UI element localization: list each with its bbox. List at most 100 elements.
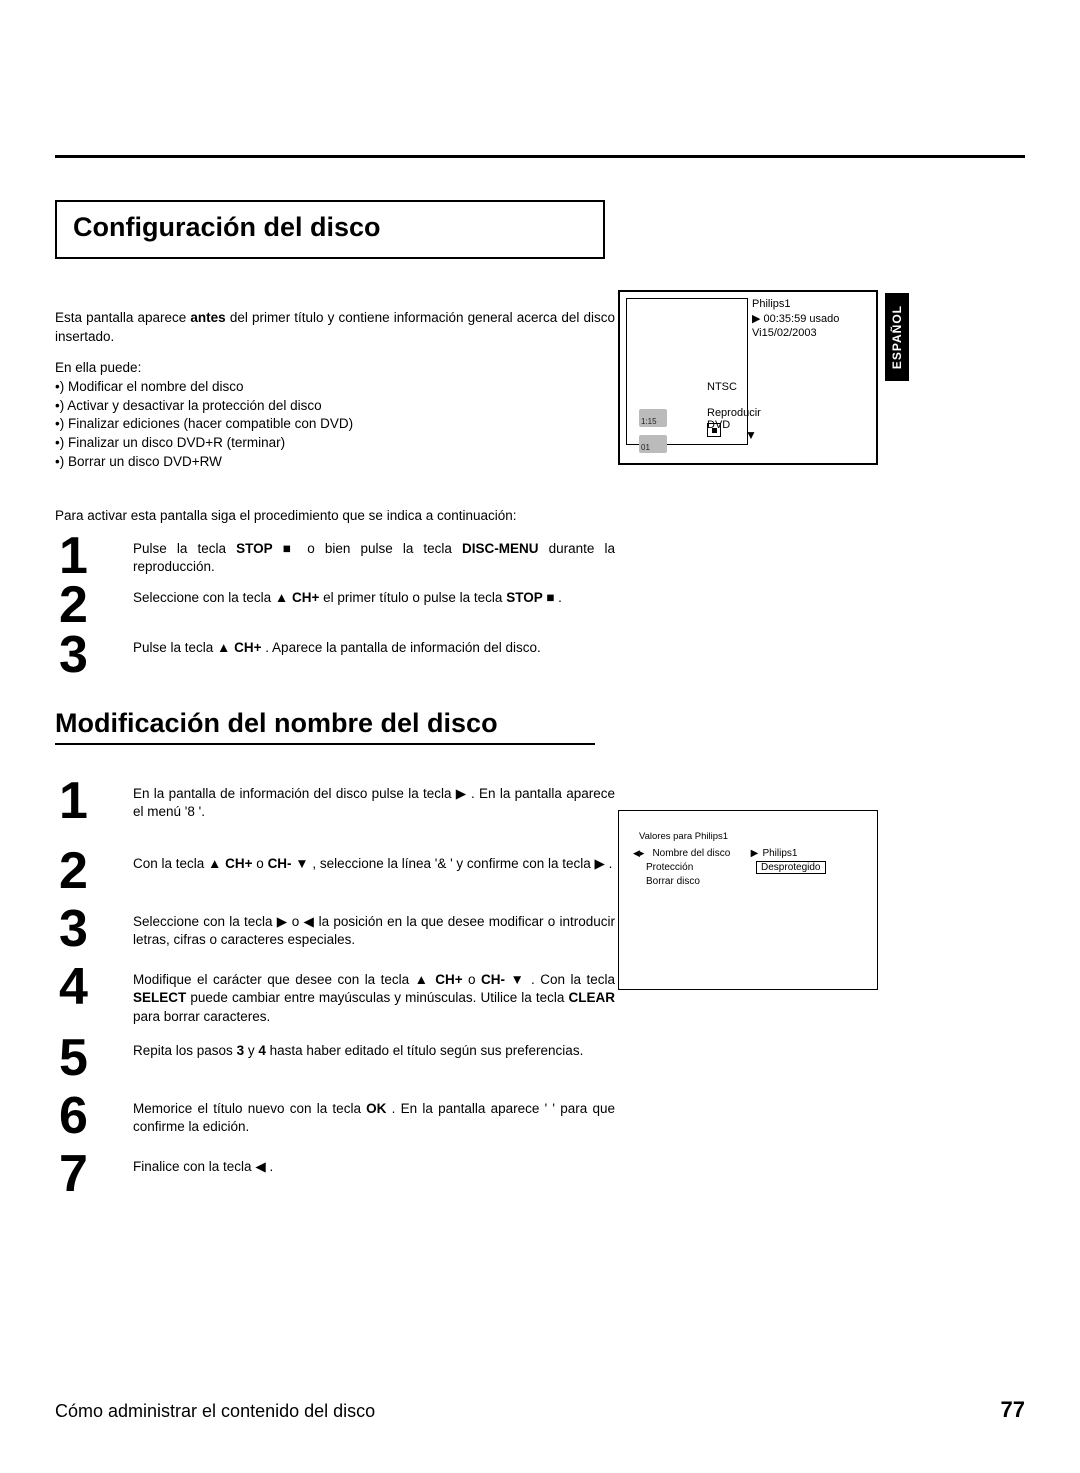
t: Pulse la tecla xyxy=(133,640,217,655)
language-tab: ESPAÑOL xyxy=(885,293,909,381)
t: Seleccione con la tecla xyxy=(133,590,275,605)
t: . En la pantalla aparece ' xyxy=(386,1101,547,1116)
bullet: •) Finalizar un disco DVD+R (terminar) xyxy=(55,434,615,453)
step-number: 2 xyxy=(55,845,133,897)
right-arrow-icon: ▶ xyxy=(746,848,762,859)
t: hasta haber editado el título según sus … xyxy=(266,1043,583,1058)
t: 1:15 xyxy=(641,417,657,426)
step-text: Memorice el título nuevo con la tecla OK… xyxy=(133,1090,615,1136)
osd2-value: Philips1 xyxy=(762,848,863,859)
t: STOP ■ xyxy=(506,590,554,605)
osd2-label: Protección xyxy=(640,862,740,873)
t: DISC-MENU xyxy=(462,541,539,556)
down-arrow-icon: ▼ xyxy=(745,428,757,442)
step-row: 2 Con la tecla ▲ CH+ o CH- ▼ , seleccion… xyxy=(55,845,615,897)
t: el primer título o pulse la tecla xyxy=(319,590,506,605)
t: Memorice el título nuevo con la tecla xyxy=(133,1101,366,1116)
page-content: Configuración del disco Esta pantalla ap… xyxy=(55,150,1025,1206)
t: ▲ CH+ xyxy=(415,972,463,987)
thumb-icon: 01 xyxy=(639,435,667,453)
osd2-row: Protección Desprotegido xyxy=(633,861,863,874)
osd-left-col: NTSC Reproducir DVD 1:15 01 ▼ xyxy=(626,298,748,445)
t: o xyxy=(253,856,268,871)
t: . xyxy=(605,856,613,871)
step-number: 1 xyxy=(55,775,133,827)
t: ◀ xyxy=(255,1159,265,1174)
osd2-label: Nombre del disco xyxy=(646,848,746,859)
osd2-row: Borrar disco xyxy=(633,876,863,887)
t: ▶ xyxy=(456,786,467,801)
step-text: Pulse la tecla STOP ■ o bien pulse la te… xyxy=(133,532,615,576)
intro-line: Esta pantalla aparece antes del primer t… xyxy=(55,309,615,347)
t: OK xyxy=(366,1101,386,1116)
steps2: 1 En la pantalla de información del disc… xyxy=(55,775,1025,1200)
t: y xyxy=(244,1043,258,1058)
language-label: ESPAÑOL xyxy=(890,305,904,369)
t: . xyxy=(554,590,562,605)
t: ▲ CH+ xyxy=(275,590,320,605)
osd-screen-2: Valores para Philips1 ◀▸ Nombre del disc… xyxy=(618,810,878,990)
t: ▶ xyxy=(594,856,604,871)
step-text: Repita los pasos 3 y 4 hasta haber edita… xyxy=(133,1032,615,1060)
step-row: 4 Modifique el carácter que desee con la… xyxy=(55,961,615,1026)
t: Repita los pasos xyxy=(133,1043,237,1058)
t: Con la tecla xyxy=(133,856,208,871)
step-number: 3 xyxy=(55,631,133,680)
osd2-label: Borrar disco xyxy=(640,876,740,887)
boxed-value: Desprotegido xyxy=(756,861,825,874)
t: o xyxy=(288,914,304,929)
t: CLEAR xyxy=(569,990,616,1005)
t: . xyxy=(266,1159,274,1174)
footer-text: Cómo administrar el contenido del disco xyxy=(55,1401,375,1422)
t: '. xyxy=(195,804,205,819)
osd2-header: Valores para Philips1 xyxy=(633,831,863,842)
page-number: 77 xyxy=(1001,1397,1025,1423)
t: ◀ xyxy=(304,914,315,929)
follow-line: Para activar esta pantalla siga el proce… xyxy=(55,507,615,526)
bullet: •) Finalizar ediciones (hacer compatible… xyxy=(55,415,615,434)
t: para borrar caracteres. xyxy=(133,1009,270,1024)
t: CH- ▼ xyxy=(268,856,309,871)
step-number: 2 xyxy=(55,581,133,630)
t: . Aparece la pantalla de información del… xyxy=(262,640,541,655)
t: En la pantalla de información del disco … xyxy=(133,786,456,801)
step-row: 3 Seleccione con la tecla ▶ o ◀ la posic… xyxy=(55,903,615,955)
t: 01 xyxy=(641,443,650,452)
t: 4 xyxy=(258,1043,266,1058)
step-number: 7 xyxy=(55,1148,133,1200)
t: o xyxy=(463,972,481,987)
step-number: 4 xyxy=(55,961,133,1013)
step-row: 6 Memorice el título nuevo con la tecla … xyxy=(55,1090,615,1142)
t: 00:35:59 usado xyxy=(764,313,840,325)
disc-date: Vi15/02/2003 xyxy=(752,327,870,339)
step-row: 2 Seleccione con la tecla ▲ CH+ el prime… xyxy=(55,581,615,630)
step-text: Pulse la tecla ▲ CH+ . Aparece la pantal… xyxy=(133,631,615,657)
step-text: Con la tecla ▲ CH+ o CH- ▼ , seleccione … xyxy=(133,845,615,873)
spacer xyxy=(633,877,640,887)
section2-title: Modificación del nombre del disco xyxy=(55,708,595,745)
t: CH- ▼ xyxy=(481,972,526,987)
section1-title: Configuración del disco xyxy=(73,212,587,243)
t: ▲ CH+ xyxy=(217,640,262,655)
t: puede cambiar entre mayúsculas y minúscu… xyxy=(186,990,568,1005)
step-text: Seleccione con la tecla ▶ o ◀ la posició… xyxy=(133,903,615,949)
osd-right-col: Philips1 ▶ 00:35:59 usado Vi15/02/2003 xyxy=(752,298,870,356)
step-row: 7 Finalice con la tecla ◀ . xyxy=(55,1148,615,1200)
t: Finalice con la tecla xyxy=(133,1159,255,1174)
section1-title-box: Configuración del disco xyxy=(55,200,605,259)
section1-intro: Esta pantalla aparece antes del primer t… xyxy=(55,309,615,526)
bullets-block: En ella puede: •) Modificar el nombre de… xyxy=(55,359,615,472)
step-row: 1 Pulse la tecla STOP ■ o bien pulse la … xyxy=(55,532,615,581)
t: , seleccione la línea '& xyxy=(309,856,447,871)
step-row: 5 Repita los pasos 3 y 4 hasta haber edi… xyxy=(55,1032,615,1084)
page-footer: Cómo administrar el contenido del disco … xyxy=(55,1397,1025,1423)
ntsc-label: NTSC xyxy=(707,381,737,393)
t: . Con la tecla xyxy=(526,972,615,987)
t: SELECT xyxy=(133,990,186,1005)
step-number: 5 xyxy=(55,1032,133,1084)
disc-name: Philips1 xyxy=(752,298,870,310)
lr-arrows-icon: ◀▸ xyxy=(633,848,646,859)
step-row: 1 En la pantalla de información del disc… xyxy=(55,775,615,827)
osd-screen-1: NTSC Reproducir DVD 1:15 01 ▼ Philips1 ▶… xyxy=(618,290,878,465)
osd2-row: ◀▸ Nombre del disco ▶ Philips1 xyxy=(633,848,863,859)
